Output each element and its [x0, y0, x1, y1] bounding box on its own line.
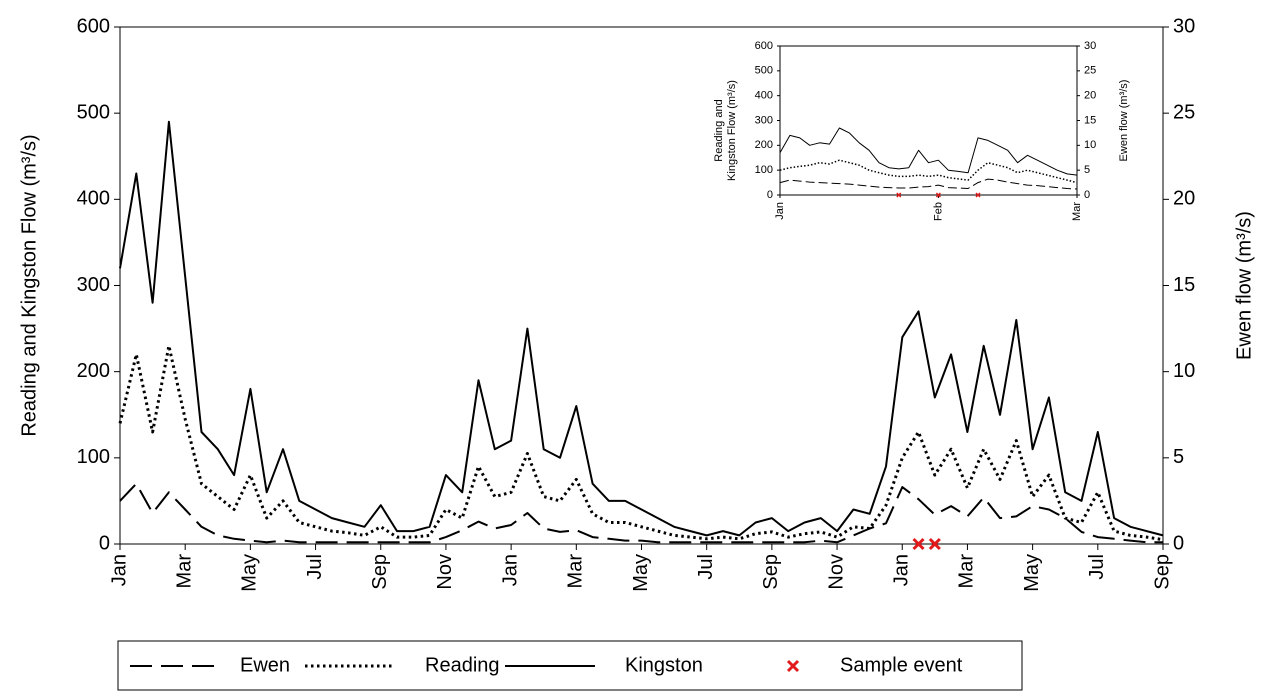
y2-tick-label: 25	[1084, 65, 1096, 77]
y-tick-label: 100	[77, 446, 110, 468]
x-tick-label: Nov	[825, 554, 847, 590]
y-tick-label: 0	[767, 189, 773, 201]
sample-marker	[912, 537, 925, 551]
x-tick-label: Jan	[499, 554, 521, 586]
y2-tick-label: 25	[1173, 101, 1195, 123]
x-tick-label: Feb	[932, 202, 944, 221]
x-tick-label: May	[239, 554, 261, 592]
y-axis-title: Kingston Flow (m³/s)	[726, 80, 738, 181]
y-tick-label: 500	[755, 65, 773, 77]
x-tick-label: May	[1021, 554, 1043, 592]
y2-axis-title: Ewen flow (m³/s)	[1233, 211, 1255, 360]
y-tick-label: 400	[755, 90, 773, 102]
y2-tick-label: 0	[1173, 532, 1184, 554]
marker-stroke	[975, 192, 981, 198]
marker-stroke	[786, 659, 800, 673]
y2-tick-label: 15	[1173, 274, 1195, 296]
y2-axis-title: Ewen flow (m³/s)	[1118, 80, 1130, 162]
y-tick-label: 100	[755, 164, 773, 176]
x-tick-label: Sep	[1151, 554, 1173, 590]
series-line	[119, 120, 1164, 537]
marker-stroke	[912, 537, 925, 551]
y-axis-title: Reading and	[713, 99, 725, 161]
y-tick-label: 600	[755, 40, 773, 52]
y-tick-label: 300	[755, 114, 773, 126]
y2-tick-label: 20	[1173, 188, 1195, 210]
legend-label: Reading	[425, 654, 500, 676]
y2-tick-label: 5	[1084, 164, 1090, 176]
y2-tick-label: 10	[1084, 139, 1096, 151]
sample-marker	[928, 537, 941, 551]
y-tick-label: 0	[99, 532, 110, 554]
legend-label: Sample event	[840, 654, 963, 676]
plot-frame	[779, 45, 1078, 196]
x-tick-label: Jul	[695, 554, 717, 580]
series-line	[779, 127, 1078, 176]
series-line	[119, 482, 1163, 544]
marker-stroke	[896, 192, 902, 198]
x-tick-label: Jan	[891, 554, 913, 586]
x-tick-label: Jul	[304, 554, 326, 580]
x-tick-label: Mar	[565, 554, 587, 589]
series-line	[779, 159, 1078, 184]
sample-marker	[975, 192, 981, 198]
y2-tick-label: 20	[1084, 90, 1096, 102]
y-axis-title: Reading and Kingston Flow (m³/s)	[18, 134, 40, 436]
y-tick-label: 400	[77, 188, 110, 210]
sample-marker	[896, 192, 902, 198]
legend-label: Kingston	[625, 654, 703, 676]
y-tick-label: 200	[77, 360, 110, 382]
x-tick-label: Sep	[760, 554, 782, 590]
sample-marker	[935, 192, 941, 198]
y2-tick-label: 0	[1084, 189, 1090, 201]
y2-tick-label: 30	[1173, 15, 1195, 37]
x-tick-label: Jan	[108, 554, 130, 586]
y-tick-label: 300	[77, 274, 110, 296]
x-tick-label: Mar	[173, 554, 195, 589]
series-line	[118, 344, 1164, 542]
x-tick-label: Mar	[956, 554, 978, 589]
y2-tick-label: 10	[1173, 360, 1195, 382]
marker-stroke	[928, 537, 941, 551]
y2-tick-label: 5	[1173, 446, 1184, 468]
x-tick-label: Mar	[1071, 202, 1083, 221]
x-tick-label: Jan	[774, 202, 786, 220]
legend-label: Ewen	[240, 654, 290, 676]
y2-tick-label: 15	[1084, 114, 1096, 126]
x-tick-label: May	[630, 554, 652, 592]
y-tick-label: 600	[77, 15, 110, 37]
sample-marker	[786, 659, 800, 673]
x-tick-label: Sep	[369, 554, 391, 590]
series-line	[779, 178, 1078, 190]
x-tick-label: Nov	[434, 554, 456, 590]
y2-tick-label: 30	[1084, 40, 1096, 52]
y-tick-label: 500	[77, 101, 110, 123]
y-tick-label: 200	[755, 139, 773, 151]
marker-stroke	[935, 192, 941, 198]
x-tick-label: Jul	[1086, 554, 1108, 580]
